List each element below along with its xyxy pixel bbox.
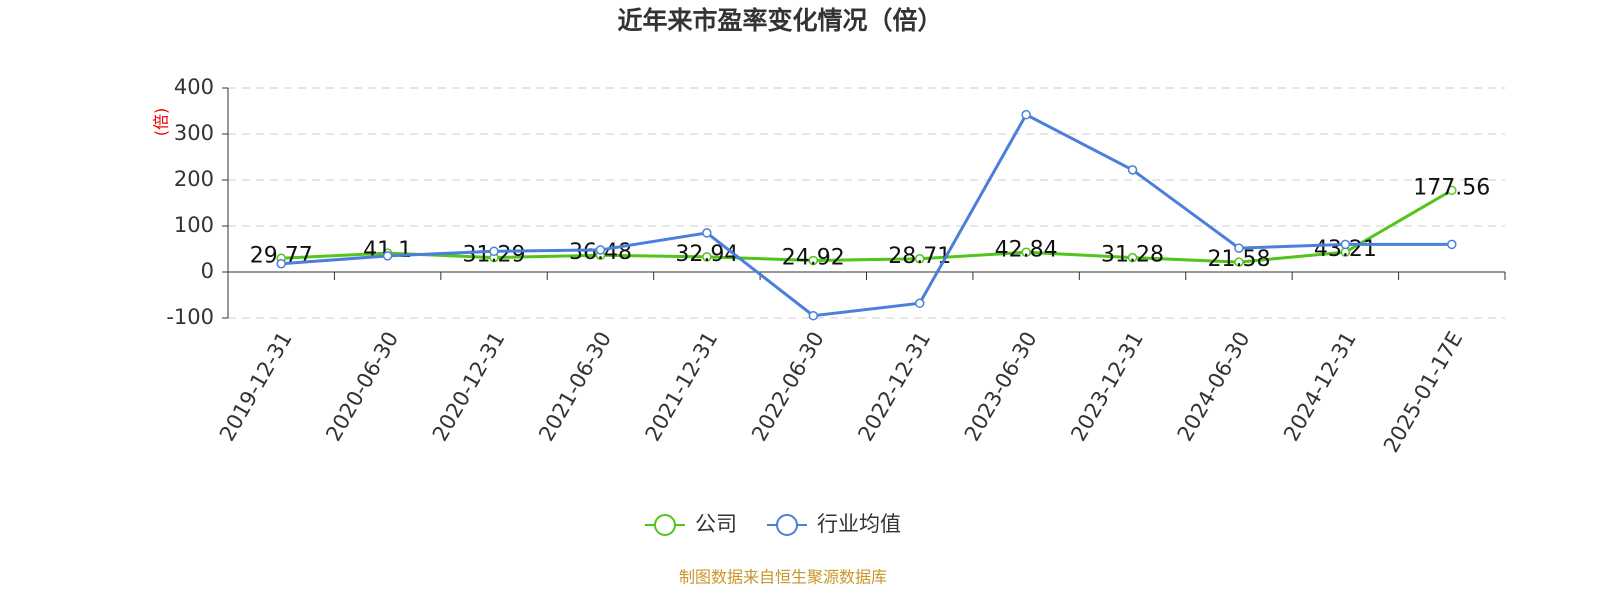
x-tick-label: 2022-06-30 xyxy=(747,328,829,446)
data-point xyxy=(702,252,712,262)
y-tick-label: 100 xyxy=(174,213,214,237)
legend-label: 行业均值 xyxy=(817,512,901,536)
source-note: 制图数据来自恒生聚源数据库 xyxy=(679,568,887,587)
x-tick-label: 2023-06-30 xyxy=(960,328,1042,446)
x-tick-label: 2020-12-31 xyxy=(428,328,510,446)
series-line xyxy=(281,189,1453,264)
data-point xyxy=(1234,243,1244,253)
y-tick-label: 0 xyxy=(201,259,214,283)
data-point xyxy=(808,310,819,321)
legend-marker xyxy=(654,514,676,536)
data-label: 42.84 xyxy=(995,237,1058,262)
x-tick-label: 2022-12-31 xyxy=(853,328,935,446)
y-tick-label: 200 xyxy=(174,167,214,191)
y-tick-label: 300 xyxy=(174,121,214,145)
legend-label: 公司 xyxy=(695,512,737,536)
x-tick-label: 2025-01-17E xyxy=(1379,328,1467,457)
y-tick-label: -100 xyxy=(166,305,214,329)
data-point xyxy=(1021,109,1031,120)
data-label: 24.92 xyxy=(782,246,845,271)
x-tick-label: 2020-06-30 xyxy=(321,328,403,446)
data-point xyxy=(276,258,286,269)
chart-title: 近年来市盈率变化情况（倍） xyxy=(617,6,942,35)
data-point xyxy=(1340,239,1351,250)
data-label: 31.28 xyxy=(1101,243,1164,268)
x-tick-label: 2021-06-30 xyxy=(534,328,616,446)
data-point xyxy=(489,246,499,257)
x-tick-label: 2019-12-31 xyxy=(215,328,297,446)
data-point xyxy=(1127,252,1138,263)
data-point xyxy=(914,254,925,264)
data-label: 32.94 xyxy=(675,242,738,267)
data-point xyxy=(808,255,819,266)
legend-marker xyxy=(776,514,798,536)
x-tick-label: 2023-12-31 xyxy=(1066,328,1148,446)
x-tick-label: 2024-06-30 xyxy=(1173,328,1255,446)
data-point xyxy=(1447,185,1457,196)
data-point xyxy=(1447,239,1457,250)
y-axis-label: (倍) xyxy=(152,108,171,137)
y-tick-label: 400 xyxy=(174,75,214,99)
series-line xyxy=(281,112,1452,318)
data-label: 177.56 xyxy=(1413,175,1490,200)
data-point xyxy=(595,245,606,255)
x-tick-label: 2024-12-31 xyxy=(1279,328,1361,446)
data-point xyxy=(382,251,393,261)
data-point xyxy=(1234,257,1244,267)
data-point xyxy=(914,298,925,309)
data-point xyxy=(1021,247,1031,258)
data-point xyxy=(702,228,712,238)
data-point xyxy=(1127,165,1138,175)
x-tick-label: 2021-12-31 xyxy=(641,328,723,446)
